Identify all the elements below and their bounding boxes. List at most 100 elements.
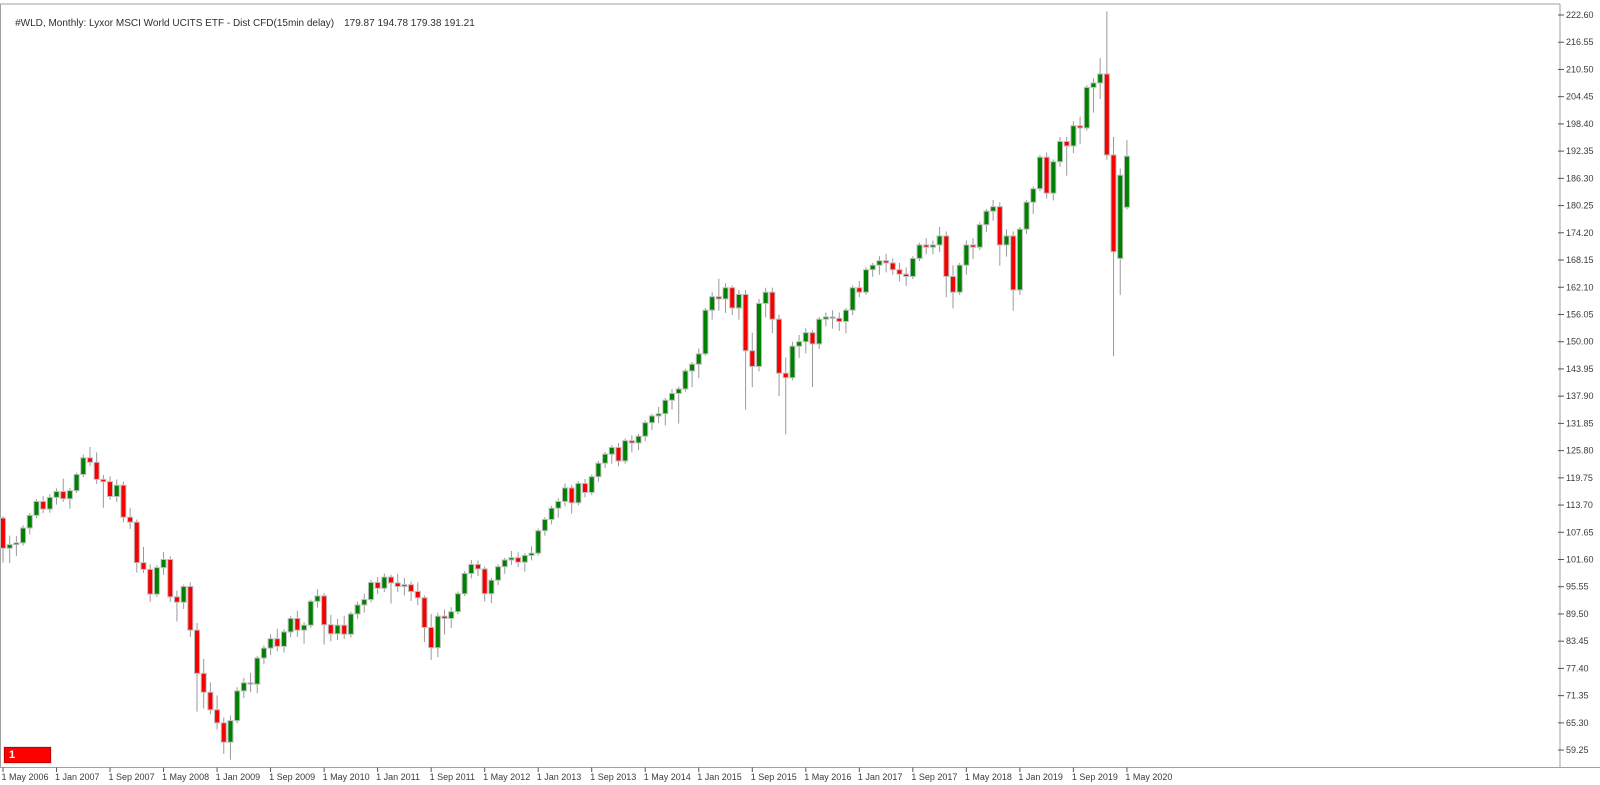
candle [334, 618, 341, 641]
candle [642, 420, 649, 442]
candle [113, 479, 120, 502]
candle [120, 481, 127, 523]
candle [635, 433, 642, 451]
candle [26, 513, 33, 535]
candle [327, 614, 334, 642]
price-label: 137.90 [1566, 391, 1594, 401]
candle [13, 536, 20, 556]
candle [361, 593, 368, 613]
candle [481, 566, 488, 602]
candle [762, 287, 769, 318]
time-label: 1 May 2012 [483, 772, 530, 782]
candle [153, 564, 160, 597]
time-label: 1 May 2010 [323, 772, 370, 782]
candle [454, 591, 461, 615]
candle [1090, 78, 1097, 113]
candle [735, 289, 742, 320]
candle [260, 645, 267, 665]
time-label: 1 Jan 2007 [55, 772, 100, 782]
time-label: 1 Sep 2015 [751, 772, 797, 782]
candle [267, 634, 274, 655]
candle [976, 222, 983, 250]
candle [495, 564, 502, 586]
candle [53, 488, 60, 505]
time-axis[interactable]: 1 May 2006 1 Jan 2007 1 Sep 2007 1 May 2008… [2, 767, 1173, 783]
candle [1036, 154, 1043, 192]
price-label: 162.10 [1566, 282, 1594, 292]
price-label: 198.40 [1566, 119, 1594, 129]
candle [836, 312, 843, 331]
candle [1003, 229, 1010, 257]
price-label: 174.20 [1566, 228, 1594, 238]
candle [321, 593, 328, 645]
price-label: 71.35 [1566, 691, 1589, 701]
candle [1057, 136, 1064, 167]
candle [949, 265, 956, 309]
candle [648, 413, 655, 430]
candle [916, 242, 923, 262]
candle [662, 397, 669, 426]
candle [1110, 136, 1117, 357]
candle [287, 616, 294, 638]
price-label: 59.25 [1566, 745, 1589, 755]
candle [448, 607, 455, 628]
candle [876, 256, 883, 275]
candle [127, 507, 134, 529]
candle [46, 494, 53, 513]
candle [970, 238, 977, 259]
candle [40, 496, 47, 514]
candle [869, 262, 876, 277]
chart-frame [0, 3, 1600, 768]
candle [561, 483, 568, 507]
candle [86, 447, 93, 466]
candle [588, 474, 595, 496]
price-label: 210.50 [1566, 64, 1594, 74]
candle [990, 199, 997, 221]
candle [314, 589, 321, 608]
time-label: 1 Jan 2019 [1018, 772, 1063, 782]
candle [474, 560, 481, 577]
price-axis[interactable]: 222.60 216.55 210.50 204.45 198.40 192.35 186.… [1558, 10, 1594, 755]
candle [715, 278, 722, 311]
candle [521, 553, 528, 572]
candle [575, 481, 582, 506]
candle [66, 487, 73, 509]
candle [608, 445, 615, 464]
candle [943, 231, 950, 298]
candle [782, 357, 789, 435]
candle [1050, 159, 1057, 201]
candle [234, 687, 241, 724]
candle [1103, 11, 1110, 160]
corner-badge[interactable]: 1 [4, 747, 51, 763]
candle [341, 615, 348, 640]
candle [468, 559, 475, 579]
candle [622, 438, 629, 464]
price-label: 107.65 [1566, 527, 1594, 537]
price-label: 222.60 [1566, 10, 1594, 20]
price-label: 77.40 [1566, 663, 1589, 673]
candle [207, 682, 214, 715]
candle [896, 262, 903, 282]
time-label: 1 May 2014 [644, 772, 691, 782]
candle [816, 316, 823, 349]
price-label: 89.50 [1566, 609, 1589, 619]
candle [996, 202, 1003, 266]
time-label: 1 May 2020 [1125, 772, 1172, 782]
price-label: 150.00 [1566, 337, 1594, 347]
candle [929, 240, 936, 255]
candle [983, 208, 990, 232]
price-label: 216.55 [1566, 37, 1594, 47]
candle [254, 655, 261, 694]
candle [434, 612, 441, 658]
candle [709, 292, 716, 320]
candle [1070, 121, 1077, 154]
candle [1010, 231, 1017, 311]
candle [956, 262, 963, 295]
candle [140, 546, 147, 573]
candle [394, 573, 401, 592]
candle [695, 348, 702, 379]
candle [889, 258, 896, 275]
candle [33, 499, 40, 519]
time-label: 1 Sep 2007 [109, 772, 155, 782]
